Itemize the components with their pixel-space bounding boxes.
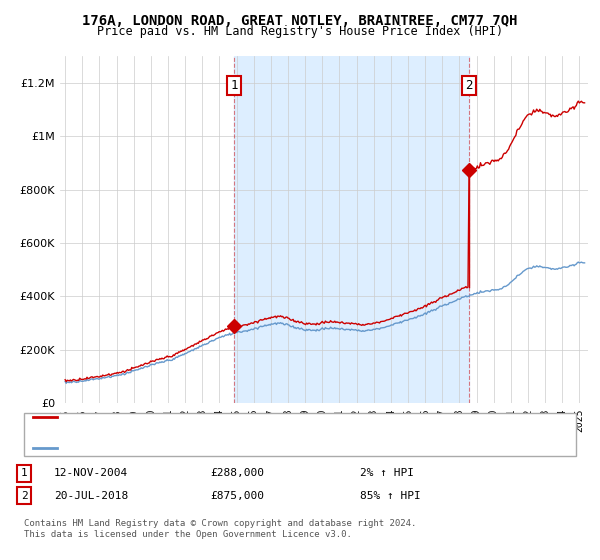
Text: 2: 2 <box>20 491 28 501</box>
Text: 1: 1 <box>230 79 238 92</box>
Text: 20-JUL-2018: 20-JUL-2018 <box>54 491 128 501</box>
Text: HPI: Average price, detached house, Braintree: HPI: Average price, detached house, Brai… <box>60 443 325 453</box>
Text: 12-NOV-2004: 12-NOV-2004 <box>54 468 128 478</box>
Text: 2: 2 <box>465 79 472 92</box>
Text: 85% ↑ HPI: 85% ↑ HPI <box>360 491 421 501</box>
Text: 176A, LONDON ROAD, GREAT NOTLEY, BRAINTREE, CM77 7QH: 176A, LONDON ROAD, GREAT NOTLEY, BRAINTR… <box>82 14 518 28</box>
Text: 2% ↑ HPI: 2% ↑ HPI <box>360 468 414 478</box>
Bar <box>235 56 469 403</box>
Text: Price paid vs. HM Land Registry's House Price Index (HPI): Price paid vs. HM Land Registry's House … <box>97 25 503 38</box>
Text: Contains HM Land Registry data © Crown copyright and database right 2024.
This d: Contains HM Land Registry data © Crown c… <box>24 520 416 539</box>
Text: £875,000: £875,000 <box>210 491 264 501</box>
Text: £288,000: £288,000 <box>210 468 264 478</box>
Text: 176A, LONDON ROAD, GREAT NOTLEY, BRAINTREE, CM77 7QH (detached house): 176A, LONDON ROAD, GREAT NOTLEY, BRAINTR… <box>60 412 466 422</box>
Text: 1: 1 <box>20 468 28 478</box>
